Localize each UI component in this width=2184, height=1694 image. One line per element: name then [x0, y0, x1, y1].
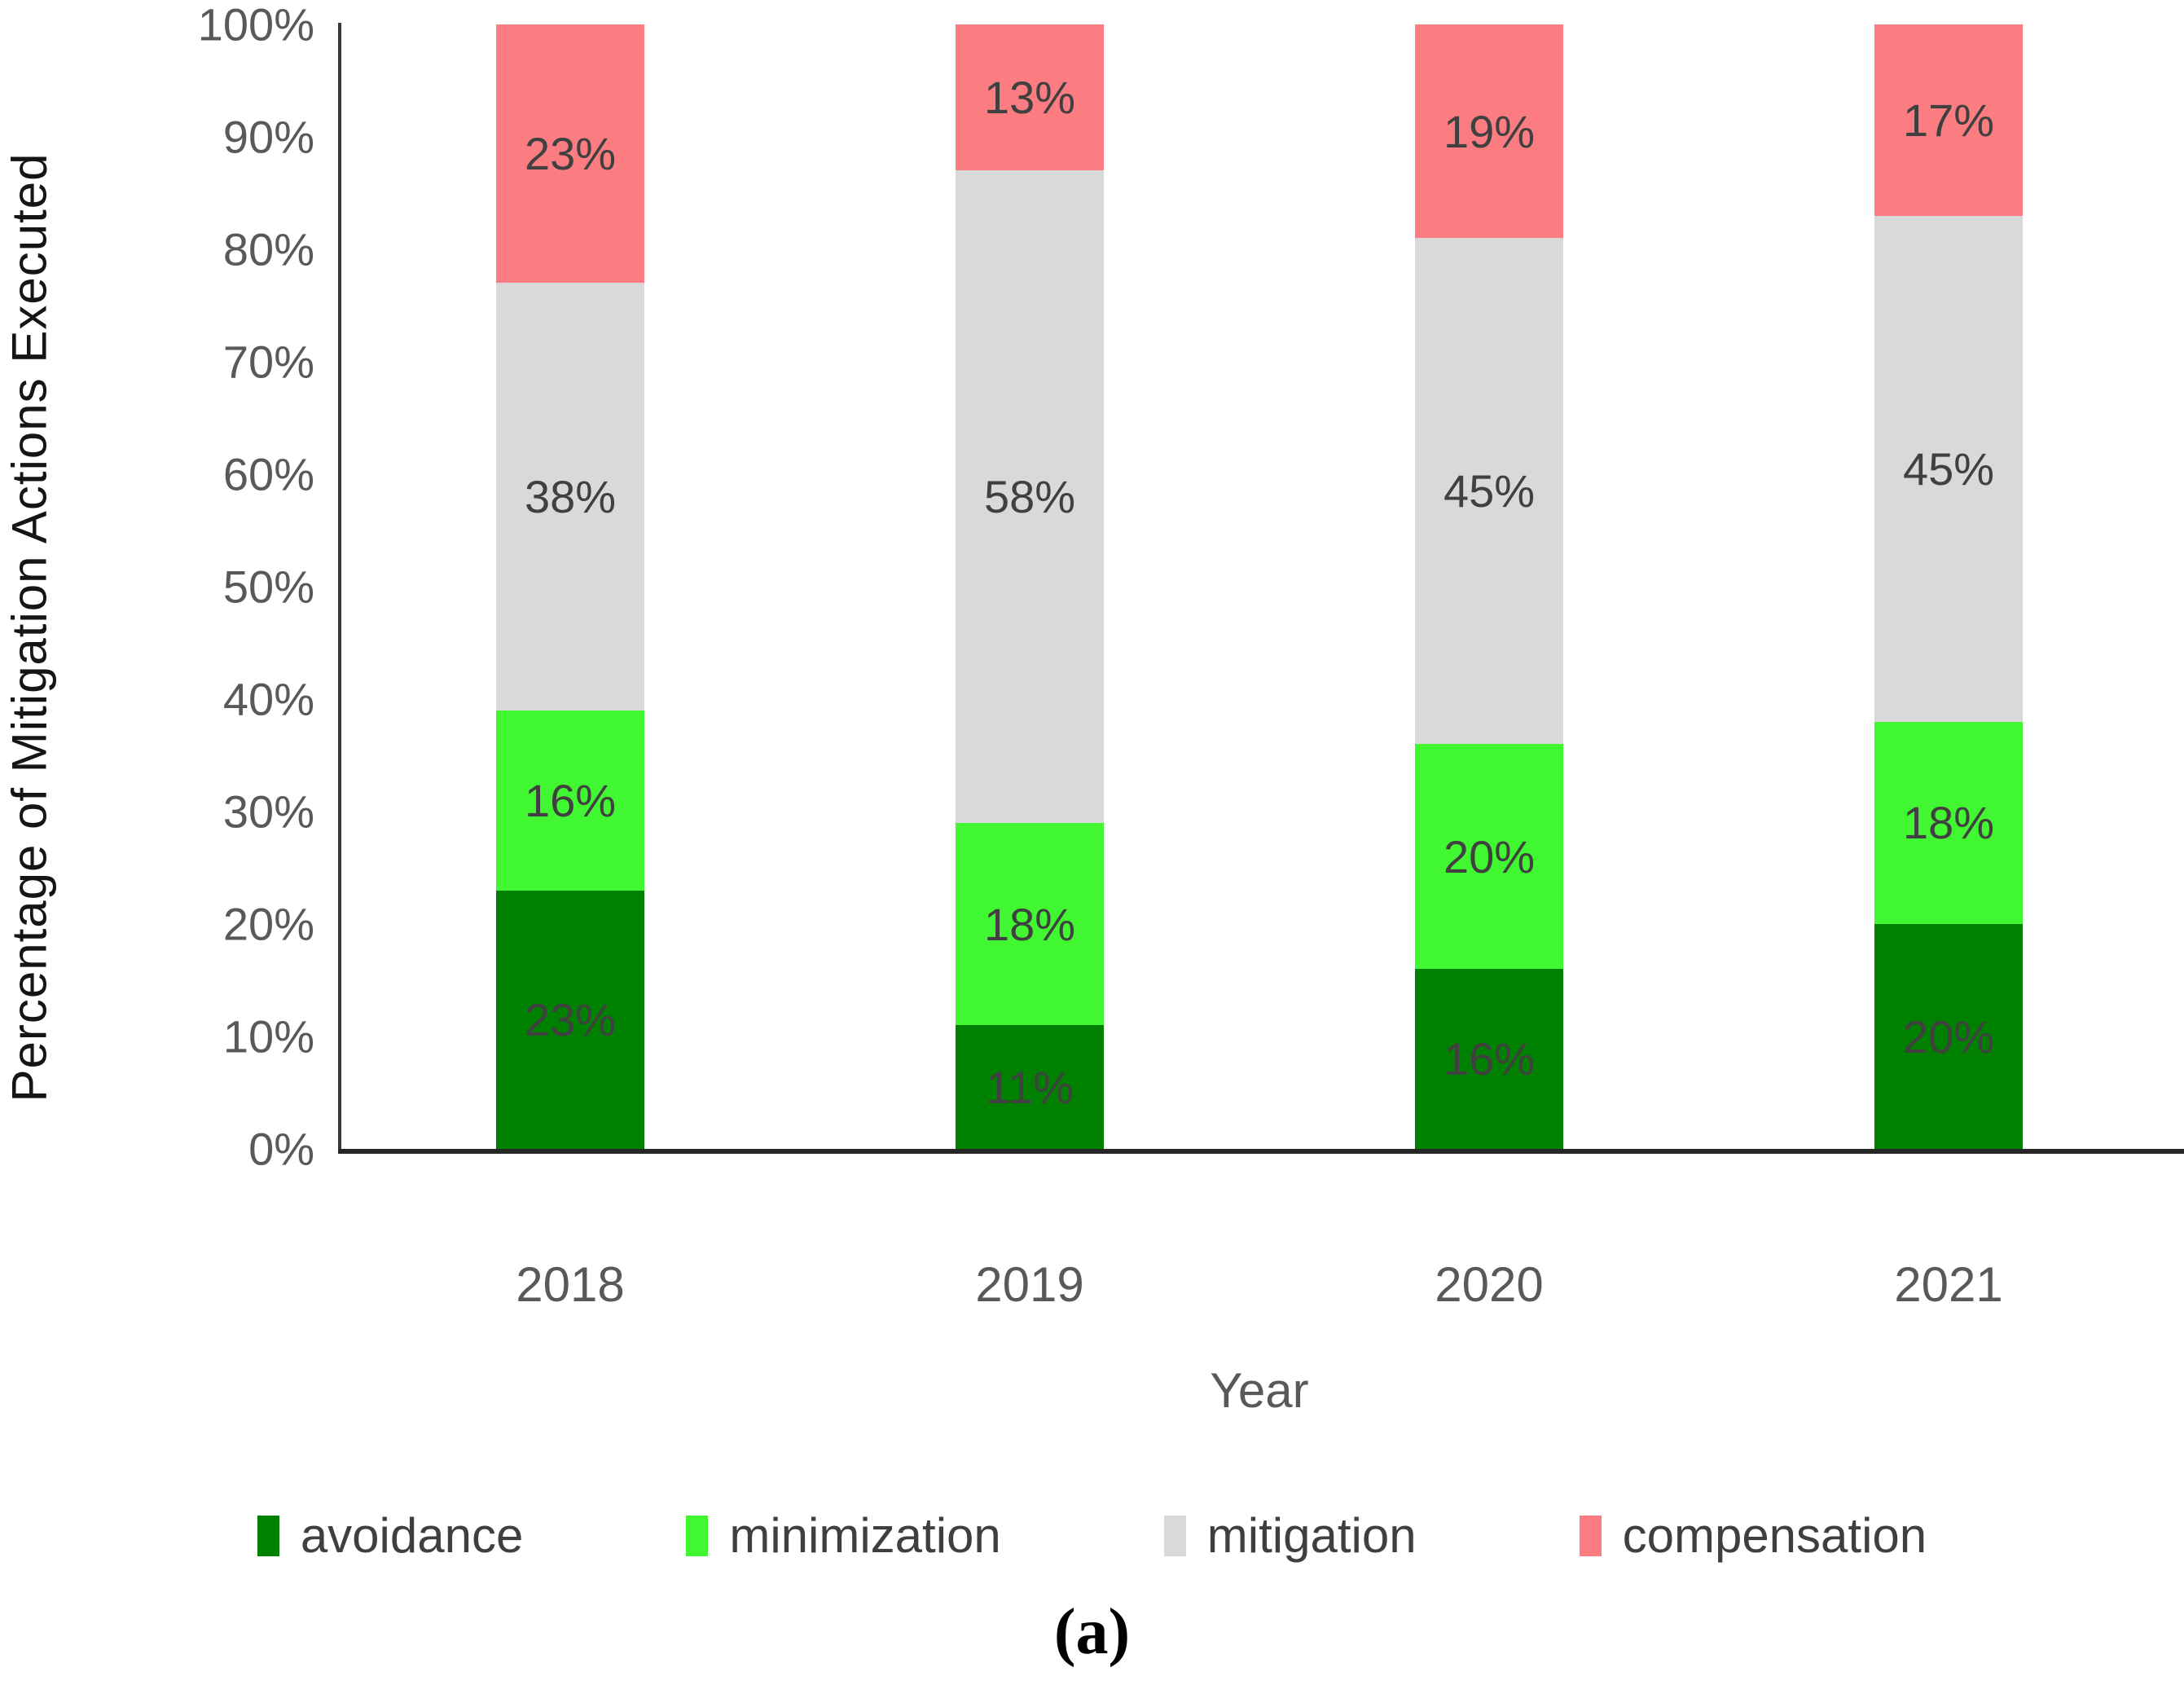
bar-segment-compensation: 13%	[956, 24, 1104, 171]
bar-segment-compensation: 17%	[1874, 24, 2023, 216]
bar-segment-compensation: 23%	[496, 24, 644, 284]
bar-segment-label: 45%	[1443, 465, 1536, 517]
bar-2021: 17% 45% 18% 20%	[1874, 24, 2023, 1149]
plot-area: 23% 38% 16% 23% 13% 58% 18% 11% 19% 45% 20% 16% 17% 4…	[341, 24, 2178, 1149]
bar-segment-minimization: 20%	[1415, 744, 1563, 970]
bar-segment-mitigation: 58%	[956, 170, 1104, 823]
y-tick-label: 20%	[222, 898, 314, 950]
figure-caption: (a)	[1053, 1596, 1131, 1668]
legend-item-minimization: minimization	[686, 1507, 1001, 1564]
bar-segment-minimization: 18%	[956, 822, 1104, 1026]
legend-label: mitigation	[1206, 1508, 1417, 1563]
bar-segment-label: 17%	[1902, 94, 1995, 146]
bar-segment-mitigation: 45%	[1874, 215, 2023, 722]
bar-2018: 23% 38% 16% 23%	[496, 24, 644, 1149]
bar-segment-label: 18%	[983, 898, 1076, 950]
bar-segment-compensation: 19%	[1415, 24, 1563, 239]
bar-segment-avoidance: 23%	[496, 890, 644, 1149]
bar-segment-label: 23%	[524, 128, 617, 180]
y-tick-label: 90%	[222, 111, 314, 163]
y-tick-label: 60%	[222, 448, 314, 500]
bar-2019: 13% 58% 18% 11%	[956, 24, 1104, 1149]
legend-item-avoidance: avoidance	[257, 1507, 524, 1564]
y-tick-label: 40%	[222, 673, 314, 725]
bar-segment-label: 58%	[983, 471, 1076, 523]
legend-label: compensation	[1622, 1508, 1927, 1563]
bar-segment-label: 11%	[986, 1061, 1074, 1113]
bar-segment-label: 19%	[1443, 105, 1536, 157]
legend-swatch-avoidance	[257, 1515, 279, 1556]
legend: avoidance minimization mitigation compensat…	[0, 1507, 2184, 1564]
bar-segment-label: 13%	[983, 72, 1076, 124]
legend-swatch-compensation	[1579, 1515, 1602, 1556]
x-axis-ticks: 2018 2019 2020 2021	[341, 1256, 2178, 1330]
legend-label: avoidance	[300, 1508, 524, 1563]
y-tick-label: 0%	[248, 1123, 314, 1175]
bar-segment-minimization: 16%	[496, 710, 644, 891]
bar-segment-avoidance: 20%	[1874, 924, 2023, 1149]
bar-segment-label: 16%	[1443, 1033, 1536, 1085]
bar-segment-label: 45%	[1902, 442, 1995, 495]
bar-segment-label: 38%	[524, 471, 617, 523]
bar-segment-mitigation: 38%	[496, 283, 644, 711]
y-tick-label: 50%	[222, 561, 314, 613]
y-tick-label: 70%	[222, 336, 314, 388]
bar-segment-avoidance: 16%	[1415, 969, 1563, 1149]
x-tick-label-2018: 2018	[516, 1257, 625, 1312]
x-tick-label-2020: 2020	[1435, 1257, 1544, 1312]
bar-segment-label: 20%	[1443, 830, 1536, 882]
x-axis-title: Year	[1210, 1363, 1309, 1418]
bar-segment-label: 18%	[1902, 797, 1995, 849]
x-tick-label-2021: 2021	[1894, 1257, 2003, 1312]
legend-swatch-minimization	[686, 1515, 709, 1556]
bar-segment-label: 23%	[524, 993, 617, 1045]
y-tick-label: 30%	[222, 785, 314, 838]
bar-segment-label: 20%	[1902, 1010, 1995, 1063]
x-tick-label-2019: 2019	[975, 1257, 1084, 1312]
y-tick-label: 100%	[197, 0, 314, 51]
bar-2020: 19% 45% 20% 16%	[1415, 24, 1563, 1149]
y-tick-label: 10%	[222, 1010, 314, 1063]
legend-label: minimization	[729, 1508, 1001, 1563]
x-axis-line	[338, 1149, 2184, 1154]
bar-segment-avoidance: 11%	[956, 1025, 1104, 1149]
bar-segment-minimization: 18%	[1874, 721, 2023, 924]
y-axis-ticks: 0% 10% 20% 30% 40% 50% 60% 70% 80% 90% 100%	[0, 0, 314, 1175]
bar-segment-mitigation: 45%	[1415, 238, 1563, 745]
legend-swatch-mitigation	[1163, 1515, 1186, 1556]
y-tick-label: 80%	[222, 223, 314, 275]
bar-segment-label: 16%	[524, 774, 617, 826]
legend-item-mitigation: mitigation	[1163, 1507, 1417, 1564]
legend-item-compensation: compensation	[1579, 1507, 1927, 1564]
y-axis-line	[338, 23, 341, 1152]
